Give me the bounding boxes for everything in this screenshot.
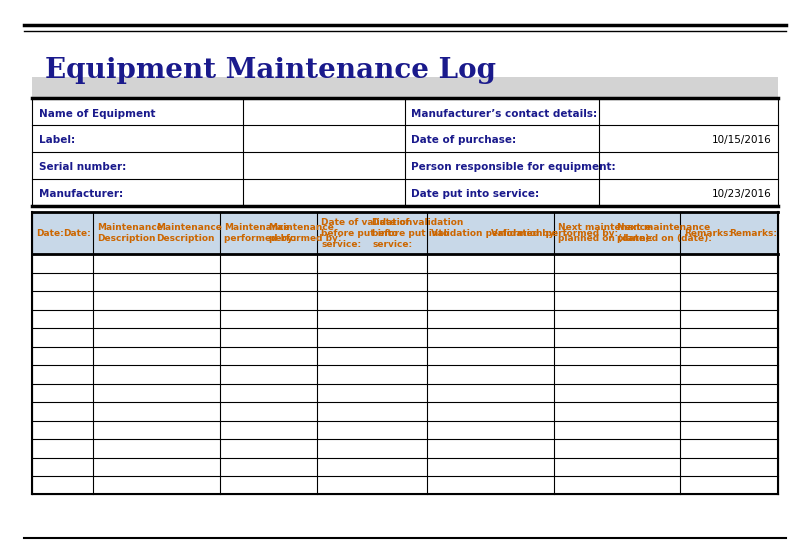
Text: Manufacturer:: Manufacturer: <box>39 189 123 199</box>
Text: Date:: Date: <box>63 228 91 238</box>
Text: Name of Equipment: Name of Equipment <box>39 109 156 119</box>
Text: Maintenance
performed by:: Maintenance performed by: <box>224 223 296 243</box>
Text: Date of validation
before put into
service:: Date of validation before put into servi… <box>373 218 464 249</box>
Text: Serial number:: Serial number: <box>39 162 126 172</box>
Text: 10/23/2016: 10/23/2016 <box>711 189 771 199</box>
FancyBboxPatch shape <box>32 77 778 98</box>
Text: Validation performed by:: Validation performed by: <box>491 228 618 238</box>
Text: Date of purchase:: Date of purchase: <box>411 136 517 146</box>
Text: Date of validation
before put into
service:: Date of validation before put into servi… <box>322 218 413 249</box>
Text: Maintenance
Description: Maintenance Description <box>97 223 164 243</box>
Text: 10/15/2016: 10/15/2016 <box>711 136 771 146</box>
Text: Maintenance
performed by:: Maintenance performed by: <box>269 223 341 243</box>
Text: Equipment Maintenance Log: Equipment Maintenance Log <box>45 57 496 83</box>
Text: Remarks:: Remarks: <box>729 228 777 238</box>
Text: Next maintenance
planned on (date):: Next maintenance planned on (date): <box>616 223 712 243</box>
FancyBboxPatch shape <box>32 212 778 254</box>
Text: Manufacturer’s contact details:: Manufacturer’s contact details: <box>411 109 598 119</box>
Text: Maintenance
Description: Maintenance Description <box>156 223 223 243</box>
Text: Date:: Date: <box>36 228 64 238</box>
Text: Validation performed by:: Validation performed by: <box>432 228 559 238</box>
Text: Remarks:: Remarks: <box>684 228 732 238</box>
Text: Person responsible for equipment:: Person responsible for equipment: <box>411 162 616 172</box>
Text: Date put into service:: Date put into service: <box>411 189 539 199</box>
Text: Label:: Label: <box>39 136 75 146</box>
Text: Next maintenance
planned on (date):: Next maintenance planned on (date): <box>557 223 653 243</box>
